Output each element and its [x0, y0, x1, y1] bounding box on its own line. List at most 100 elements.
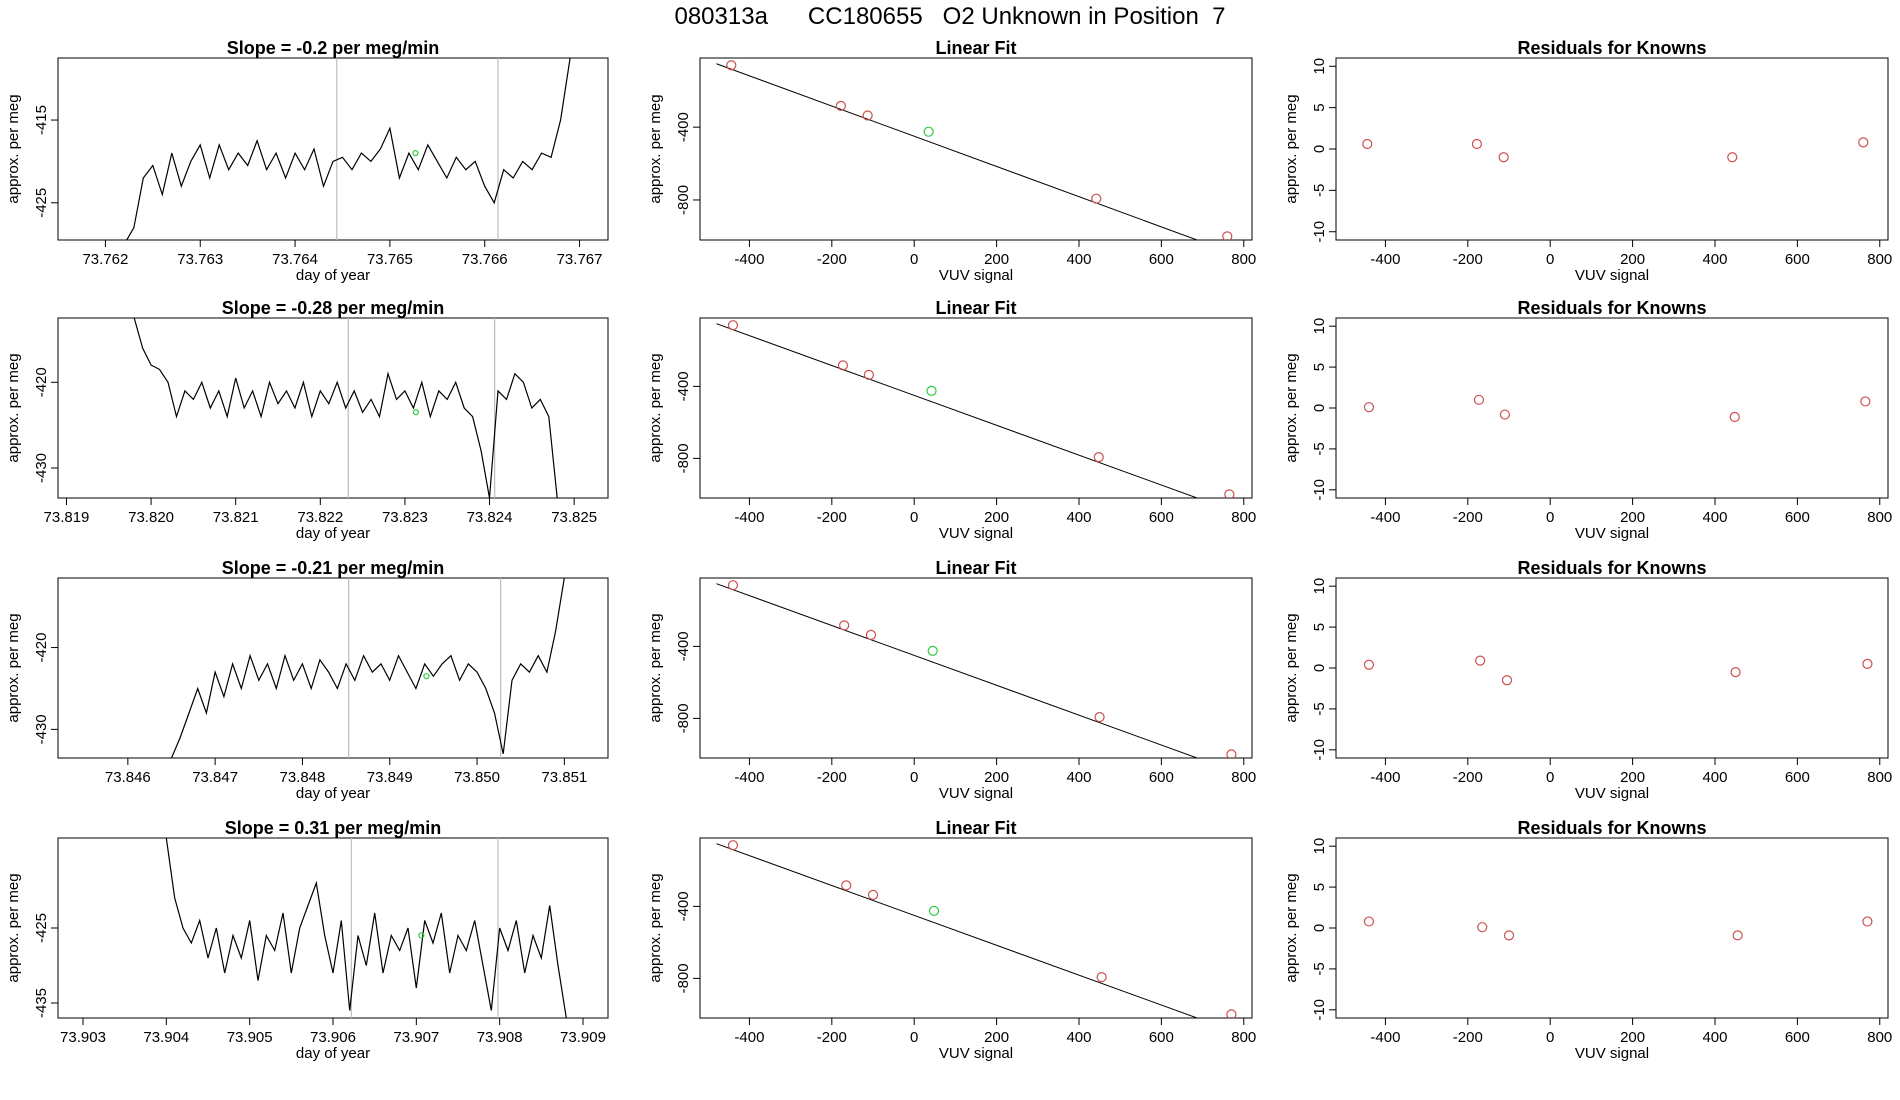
r1-residuals-known-point [1858, 137, 1869, 148]
r3-linearfit-xtick-label: 600 [1149, 769, 1174, 786]
r1-timeseries-ytick-label: -425 [33, 188, 50, 218]
r2-residuals-known-point [1499, 409, 1510, 420]
r4-linearfit-xtick-label: 800 [1231, 1029, 1256, 1046]
r4-linearfit-plot-area [716, 840, 1237, 1018]
r4-timeseries-title: Slope = 0.31 per meg/min [225, 818, 442, 838]
r4-linearfit-xtick-label: 200 [984, 1029, 1009, 1046]
r3-residuals-ytick-label: -10 [1311, 739, 1328, 761]
r1-timeseries-xtick-label: 73.762 [82, 251, 128, 268]
r3-residuals-title: Residuals for Knowns [1517, 558, 1706, 578]
r1-timeseries-title: Slope = -0.2 per meg/min [227, 38, 440, 58]
r3-timeseries-panel: Slope = -0.21 per meg/min 73.846 73.847 73.… [5, 558, 609, 802]
r2-linearfit-known-point [1093, 452, 1104, 463]
r2-linearfit-plot-area [716, 320, 1235, 498]
r4-residuals-xtick-label: 0 [1546, 1029, 1554, 1046]
r1-timeseries-ylabel: approx. per meg [5, 94, 22, 203]
r4-linearfit-title: Linear Fit [935, 818, 1016, 838]
r3-linearfit-known-point [839, 620, 850, 631]
r4-linearfit-known-point [1226, 1009, 1237, 1018]
r4-timeseries-xlabel: day of year [296, 1045, 370, 1062]
r2-linearfit-xtick-label: 200 [984, 509, 1009, 526]
r1-residuals-xtick-label: -400 [1370, 251, 1400, 268]
r4-linearfit-xtick-label: 400 [1066, 1029, 1091, 1046]
r2-residuals-xtick-label: 600 [1785, 509, 1810, 526]
r4-residuals-xtick-label: 800 [1867, 1029, 1892, 1046]
r2-linearfit-xtick-label: 400 [1066, 509, 1091, 526]
r3-timeseries-xtick-label: 73.850 [454, 769, 500, 786]
r3-timeseries-xtick-label: 73.848 [279, 769, 325, 786]
r3-residuals-known-point [1862, 658, 1873, 670]
r4-residuals-xtick-label: 600 [1785, 1029, 1810, 1046]
r3-linearfit-ytick-label: -400 [675, 631, 692, 661]
r3-residuals-xtick-label: 400 [1702, 769, 1727, 786]
r1-residuals-ytick-label: 10 [1311, 58, 1328, 75]
r3-residuals-ylabel: approx. per meg [1283, 613, 1300, 722]
r1-residuals-ytick-label: -5 [1311, 184, 1328, 197]
r1-linearfit-xlabel: VUV signal [939, 267, 1013, 284]
r2-residuals-ytick-label: -10 [1311, 479, 1328, 501]
r2-timeseries-frame [57, 317, 609, 499]
r1-linearfit-plot-area [716, 60, 1233, 240]
r4-linearfit-known-point [867, 889, 879, 900]
r4-residuals-xtick-label: 400 [1702, 1029, 1727, 1046]
r2-timeseries-xlabel: day of year [296, 525, 370, 542]
r1-linearfit-fit-line [716, 63, 1199, 240]
r1-linearfit-known-point [835, 100, 846, 111]
r3-timeseries-trace [170, 578, 565, 758]
r1-timeseries-plot-area [126, 58, 571, 240]
r3-timeseries-unknown-point [423, 673, 430, 680]
r2-linearfit-xtick-label: 800 [1231, 509, 1256, 526]
r4-linearfit-known-point [1096, 972, 1107, 983]
r1-timeseries-frame [57, 57, 609, 241]
r4-linearfit-xtick-label: -400 [734, 1029, 764, 1046]
r3-timeseries-plot-area [170, 578, 565, 758]
r3-timeseries-title: Slope = -0.21 per meg/min [222, 558, 445, 578]
r1-timeseries-xtick-label: 73.767 [557, 251, 603, 268]
r2-linearfit-xlabel: VUV signal [939, 525, 1013, 542]
r1-linearfit-ytick-label: -800 [675, 185, 692, 215]
r1-residuals-xtick-label: -200 [1453, 251, 1483, 268]
r1-timeseries-xtick-label: 73.764 [272, 251, 318, 268]
r3-linearfit-known-point [1226, 749, 1237, 758]
r2-timeseries-trace [133, 318, 558, 498]
r1-residuals-xtick-label: 600 [1785, 251, 1810, 268]
r3-linearfit-fit-line [716, 583, 1199, 758]
r3-residuals-known-point [1501, 675, 1513, 686]
r1-residuals-xlabel: VUV signal [1575, 267, 1649, 284]
r3-timeseries-xtick-label: 73.849 [367, 769, 413, 786]
r1-residuals-known-point [1727, 152, 1738, 163]
r3-linearfit-frame [699, 577, 1253, 759]
r3-residuals-xtick-label: -200 [1453, 769, 1483, 786]
r2-linearfit-known-point [727, 320, 739, 331]
r4-timeseries-xtick-label: 73.904 [143, 1029, 189, 1046]
r2-linearfit-known-point [863, 369, 874, 380]
r2-linearfit-frame [699, 317, 1253, 499]
r2-residuals-xtick-label: -200 [1453, 509, 1483, 526]
r4-residuals-ytick-label: 10 [1311, 838, 1328, 855]
r2-residuals-xlabel: VUV signal [1575, 525, 1649, 542]
r4-residuals-known-point [1363, 916, 1375, 927]
r3-residuals-ytick-label: -5 [1311, 702, 1328, 715]
r2-residuals-title: Residuals for Knowns [1517, 298, 1706, 318]
r1-residuals-known-point [1362, 138, 1373, 150]
r3-timeseries-xtick-label: 73.847 [192, 769, 238, 786]
r3-residuals-known-point [1363, 659, 1375, 670]
r1-residuals-xtick-label: 0 [1546, 251, 1554, 268]
r4-linearfit-unknown-point [928, 905, 940, 917]
r2-linearfit-xtick-label: 600 [1149, 509, 1174, 526]
r4-timeseries-xtick-label: 73.903 [60, 1029, 106, 1046]
r2-linearfit-title: Linear Fit [935, 298, 1016, 318]
r1-residuals-known-point [1471, 138, 1482, 150]
r3-residuals-known-point [1475, 655, 1486, 666]
r1-linearfit-unknown-point [923, 126, 934, 137]
r4-linearfit-xtick-label: 600 [1149, 1029, 1174, 1046]
r4-timeseries-xtick-label: 73.905 [227, 1029, 273, 1046]
r1-linearfit-xtick-label: 600 [1149, 251, 1174, 268]
r2-linearfit-fit-line [716, 323, 1199, 498]
r2-residuals-ytick-label: 0 [1311, 404, 1328, 412]
r2-residuals-ytick-label: 10 [1311, 318, 1328, 335]
r1-residuals-xtick-label: 200 [1620, 251, 1645, 268]
r2-residuals-known-point [1473, 394, 1485, 405]
r1-residuals-ytick-label: 0 [1311, 145, 1328, 153]
r4-residuals-xtick-label: 200 [1620, 1029, 1645, 1046]
